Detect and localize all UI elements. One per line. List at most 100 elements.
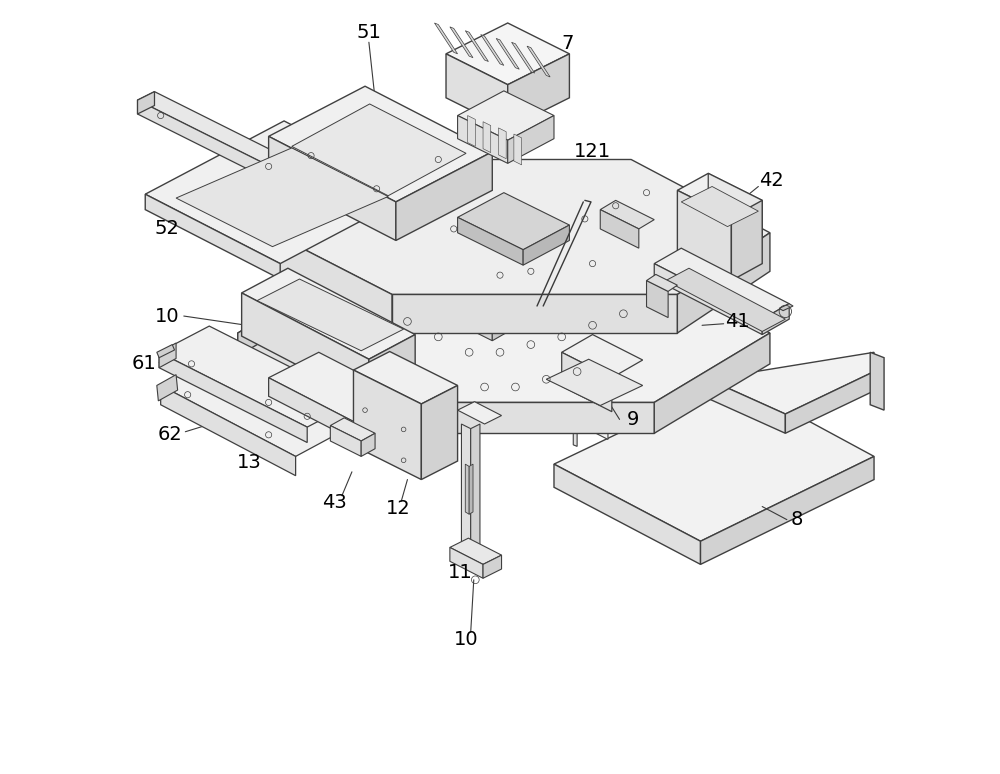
- Polygon shape: [242, 293, 369, 402]
- Polygon shape: [514, 134, 522, 165]
- Polygon shape: [159, 326, 357, 427]
- Polygon shape: [330, 426, 361, 457]
- Polygon shape: [238, 333, 369, 433]
- Text: 61: 61: [131, 354, 156, 373]
- Text: 12: 12: [386, 499, 411, 519]
- Text: 13: 13: [237, 453, 262, 472]
- Polygon shape: [369, 334, 415, 402]
- Polygon shape: [481, 35, 504, 65]
- Polygon shape: [446, 54, 508, 128]
- Text: 8: 8: [791, 510, 803, 529]
- Polygon shape: [458, 91, 554, 140]
- Polygon shape: [269, 136, 396, 241]
- Polygon shape: [450, 547, 483, 578]
- Polygon shape: [458, 217, 523, 265]
- Text: 10: 10: [155, 307, 179, 326]
- Polygon shape: [512, 43, 535, 73]
- Polygon shape: [138, 91, 299, 173]
- Polygon shape: [554, 464, 701, 564]
- Text: 51: 51: [356, 22, 381, 42]
- Polygon shape: [145, 121, 419, 264]
- Polygon shape: [415, 286, 492, 341]
- Polygon shape: [353, 370, 421, 480]
- Polygon shape: [458, 115, 508, 163]
- Polygon shape: [483, 122, 491, 152]
- Polygon shape: [562, 352, 612, 412]
- Polygon shape: [450, 27, 473, 58]
- Polygon shape: [508, 54, 569, 128]
- Polygon shape: [392, 294, 677, 333]
- Polygon shape: [269, 352, 438, 440]
- Polygon shape: [353, 351, 458, 404]
- Polygon shape: [138, 100, 283, 187]
- Polygon shape: [483, 555, 502, 578]
- Polygon shape: [269, 378, 388, 458]
- Polygon shape: [249, 159, 770, 294]
- Polygon shape: [870, 352, 884, 410]
- Text: 62: 62: [158, 426, 182, 444]
- Polygon shape: [161, 385, 296, 476]
- Text: 7: 7: [561, 34, 573, 53]
- Polygon shape: [647, 280, 668, 317]
- Polygon shape: [249, 221, 392, 333]
- Polygon shape: [257, 279, 404, 351]
- Polygon shape: [330, 418, 375, 441]
- Polygon shape: [242, 269, 415, 359]
- Polygon shape: [283, 164, 299, 187]
- Polygon shape: [562, 334, 643, 378]
- Polygon shape: [176, 148, 388, 247]
- Polygon shape: [145, 194, 280, 279]
- Polygon shape: [647, 275, 677, 291]
- Polygon shape: [238, 264, 770, 402]
- Polygon shape: [654, 248, 789, 319]
- Polygon shape: [465, 31, 488, 62]
- Polygon shape: [701, 457, 874, 564]
- Polygon shape: [434, 23, 458, 54]
- Polygon shape: [527, 46, 550, 77]
- Polygon shape: [573, 422, 577, 447]
- Polygon shape: [496, 293, 535, 316]
- Polygon shape: [159, 352, 307, 443]
- Polygon shape: [496, 302, 523, 325]
- Polygon shape: [681, 187, 758, 227]
- Polygon shape: [415, 256, 546, 325]
- Polygon shape: [461, 424, 471, 557]
- Text: 10: 10: [454, 631, 478, 649]
- Polygon shape: [159, 343, 176, 368]
- Polygon shape: [573, 406, 608, 440]
- Text: 11: 11: [448, 563, 472, 581]
- Polygon shape: [666, 269, 785, 331]
- Text: 9: 9: [626, 410, 639, 429]
- Polygon shape: [600, 210, 639, 248]
- Polygon shape: [458, 193, 569, 250]
- Polygon shape: [492, 294, 546, 341]
- Polygon shape: [249, 159, 346, 260]
- Polygon shape: [468, 115, 475, 146]
- Polygon shape: [161, 358, 346, 457]
- Polygon shape: [708, 173, 762, 237]
- Polygon shape: [496, 39, 519, 69]
- Polygon shape: [677, 233, 770, 333]
- Polygon shape: [508, 115, 554, 163]
- Polygon shape: [654, 264, 762, 334]
- Polygon shape: [554, 379, 874, 541]
- Polygon shape: [138, 91, 154, 114]
- Polygon shape: [157, 375, 178, 401]
- Polygon shape: [421, 385, 458, 480]
- Polygon shape: [450, 538, 502, 564]
- Text: 121: 121: [574, 142, 611, 161]
- Polygon shape: [469, 464, 473, 514]
- Text: 52: 52: [154, 219, 179, 238]
- Polygon shape: [708, 379, 785, 433]
- Polygon shape: [546, 359, 643, 406]
- Polygon shape: [361, 433, 375, 457]
- Polygon shape: [785, 372, 874, 433]
- Polygon shape: [600, 200, 654, 229]
- Polygon shape: [238, 264, 353, 356]
- Polygon shape: [458, 402, 502, 424]
- Polygon shape: [677, 173, 762, 217]
- Polygon shape: [523, 225, 569, 265]
- Polygon shape: [292, 104, 466, 196]
- Polygon shape: [369, 402, 654, 433]
- Polygon shape: [465, 464, 469, 514]
